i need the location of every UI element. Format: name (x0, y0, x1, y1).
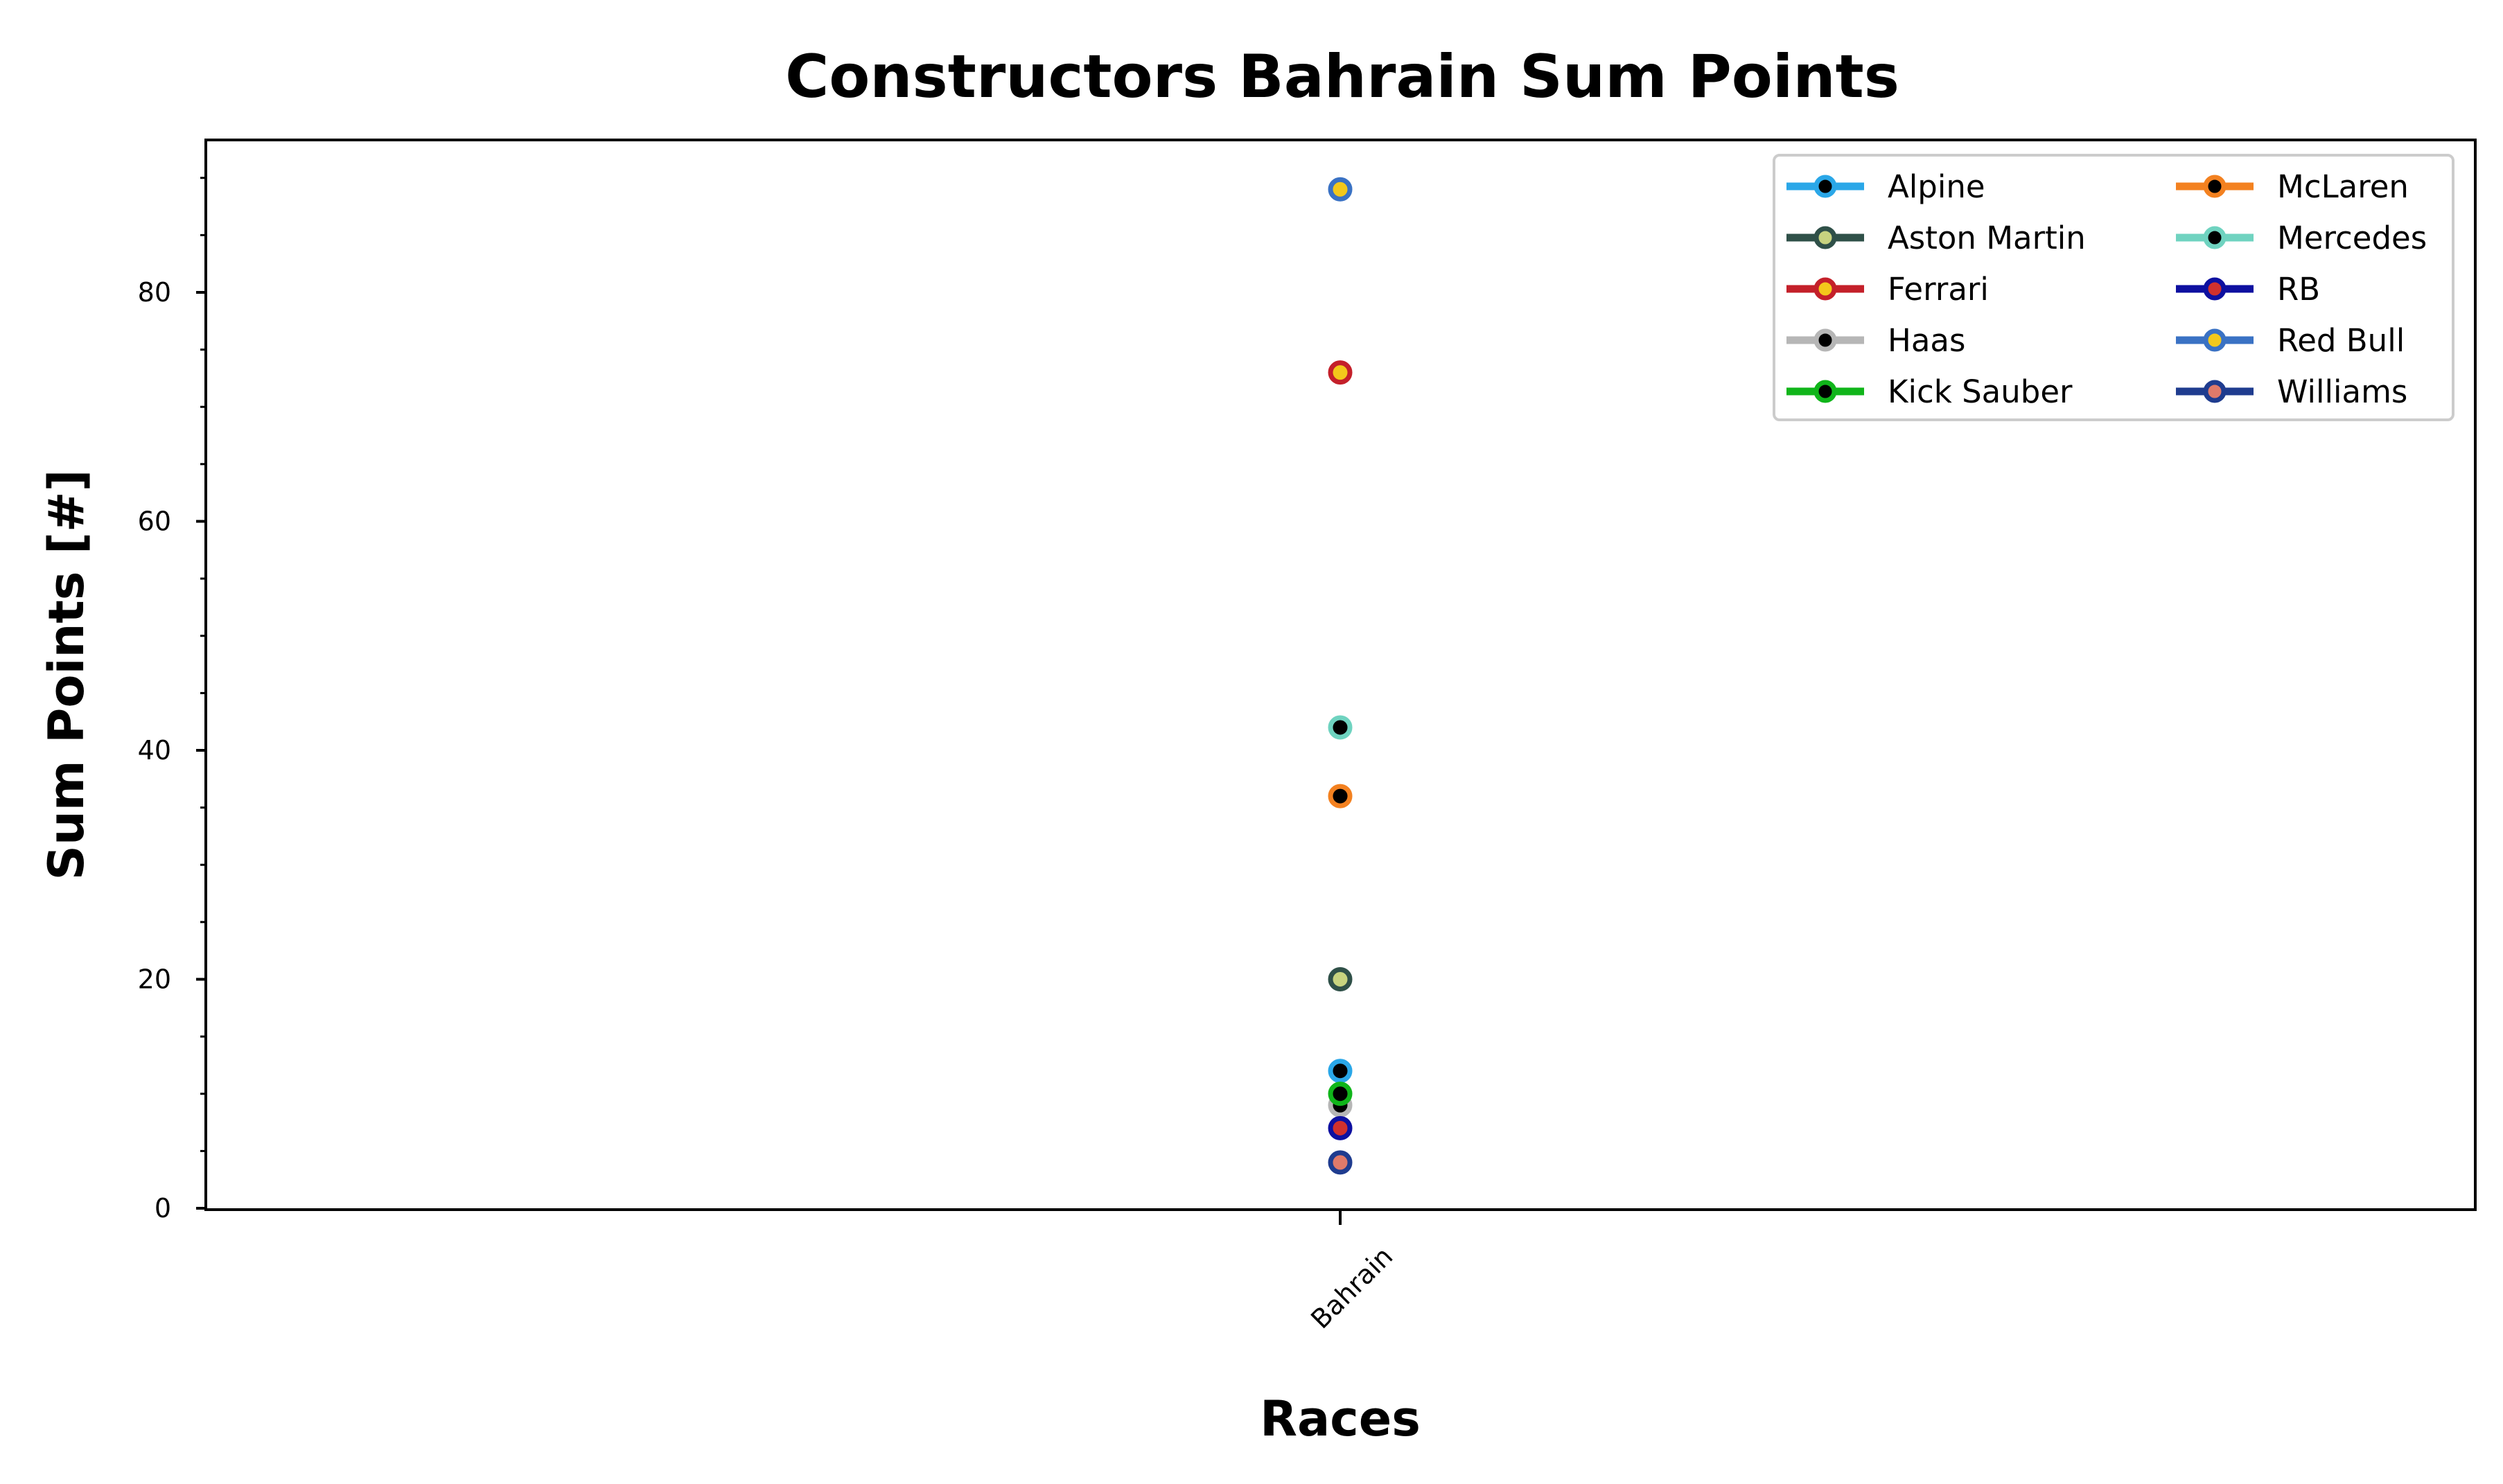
legend-label: Ferrari (1888, 271, 1989, 308)
legend-label: Alpine (1888, 168, 1985, 205)
legend-label: RB (2277, 271, 2320, 308)
data-point-mclaren (1328, 784, 1353, 809)
legend-label: Aston Martin (1888, 220, 2086, 256)
data-point-williams (1328, 1150, 1353, 1175)
legend-marker (1813, 328, 1837, 352)
legend: Alpine Aston Martin Ferrari Haas Kick Sauber… (1773, 154, 2454, 421)
legend-label: Mercedes (2277, 220, 2427, 256)
y-tick-label: 60 (138, 506, 171, 537)
legend-label: Haas (1888, 322, 1965, 359)
data-point-alpine (1328, 1059, 1353, 1084)
legend-item-red-bull: Red Bull (2176, 322, 2405, 359)
legend-marker (1813, 277, 1837, 301)
legend-marker (2203, 380, 2227, 403)
legend-label: Red Bull (2277, 322, 2405, 359)
legend-marker (2203, 277, 2227, 301)
legend-marker (1813, 380, 1837, 403)
data-points (1328, 177, 1353, 1175)
legend-marker (1813, 226, 1837, 249)
y-tick-label: 80 (138, 277, 171, 308)
legend-item-williams: Williams (2176, 373, 2407, 410)
legend-label: McLaren (2277, 168, 2409, 205)
y-tick-label: 0 (155, 1193, 171, 1224)
legend-marker (2203, 328, 2227, 352)
legend-marker (1813, 175, 1837, 198)
legend-item-mercedes: Mercedes (2176, 220, 2427, 256)
data-point-mercedes (1328, 715, 1353, 740)
data-point-red-bull (1328, 177, 1353, 202)
legend-item-kick-sauber: Kick Sauber (1786, 373, 2073, 410)
x-axis: Bahrain (1305, 1210, 1398, 1334)
y-axis: 0 20 40 60 80 (138, 177, 206, 1224)
legend-item-mclaren: McLaren (2176, 168, 2409, 205)
chart-title: Constructors Bahrain Sum Points (785, 42, 1899, 112)
data-point-aston-martin (1328, 967, 1353, 991)
legend-label: Williams (2277, 373, 2407, 410)
legend-box (1773, 154, 2454, 421)
legend-marker (2203, 226, 2227, 249)
data-point-ferrari (1328, 360, 1353, 385)
x-tick-label: Bahrain (1305, 1241, 1398, 1334)
legend-item-rb: RB (2176, 271, 2320, 308)
legend-label: Kick Sauber (1888, 373, 2073, 410)
legend-marker (2203, 175, 2227, 198)
legend-item-aston-martin: Aston Martin (1786, 220, 2086, 256)
y-tick-label: 40 (138, 735, 171, 766)
y-tick-label: 20 (138, 964, 171, 995)
x-axis-label: Races (1260, 1390, 1421, 1447)
legend-item-haas: Haas (1786, 322, 1965, 359)
legend-item-ferrari: Ferrari (1786, 271, 1989, 308)
data-point-rb (1328, 1115, 1353, 1140)
legend-item-alpine: Alpine (1786, 168, 1985, 205)
y-axis-label: Sum Points [#] (38, 470, 95, 881)
data-point-kick-sauber (1328, 1081, 1353, 1106)
